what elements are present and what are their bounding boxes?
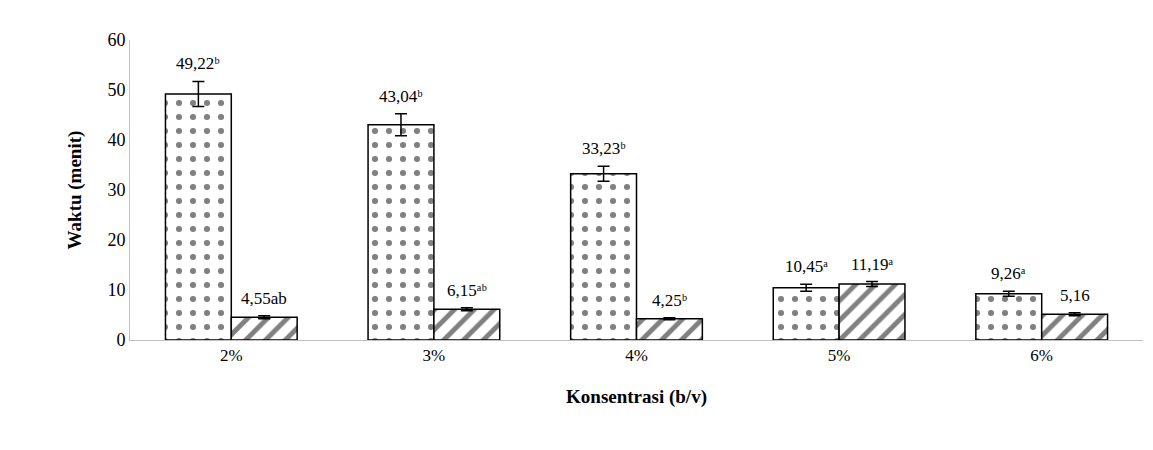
svg-text:49,22ᵇ: 49,22ᵇ [176, 54, 220, 73]
svg-text:0: 0 [116, 330, 125, 350]
svg-text:30: 30 [107, 180, 125, 200]
svg-text:10: 10 [107, 280, 125, 300]
svg-text:9,26ᵃ: 9,26ᵃ [991, 264, 1026, 283]
svg-text:6,15ᵃᵇ: 6,15ᵃᵇ [447, 281, 487, 300]
svg-text:33,23ᵇ: 33,23ᵇ [582, 139, 626, 158]
svg-text:Waktu (menit): Waktu (menit) [64, 131, 86, 250]
svg-text:2%: 2% [220, 346, 243, 365]
svg-text:50: 50 [107, 80, 125, 100]
svg-text:40: 40 [107, 130, 125, 150]
svg-text:11,19ᵃ: 11,19ᵃ [851, 255, 894, 274]
svg-text:60: 60 [107, 30, 125, 50]
svg-text:6%: 6% [1030, 346, 1053, 365]
svg-text:5%: 5% [828, 346, 851, 365]
svg-text:4,25ᵇ: 4,25ᵇ [652, 291, 687, 310]
svg-text:5,16: 5,16 [1060, 286, 1090, 305]
svg-text:Konsentrasi (b/v): Konsentrasi (b/v) [566, 386, 707, 408]
svg-text:3%: 3% [423, 346, 446, 365]
svg-text:20: 20 [107, 230, 125, 250]
svg-text:4,55ab: 4,55ab [241, 289, 287, 308]
svg-text:10,45ᵃ: 10,45ᵃ [785, 257, 828, 276]
svg-text:4%: 4% [625, 346, 648, 365]
svg-text:43,04ᵇ: 43,04ᵇ [379, 87, 423, 106]
